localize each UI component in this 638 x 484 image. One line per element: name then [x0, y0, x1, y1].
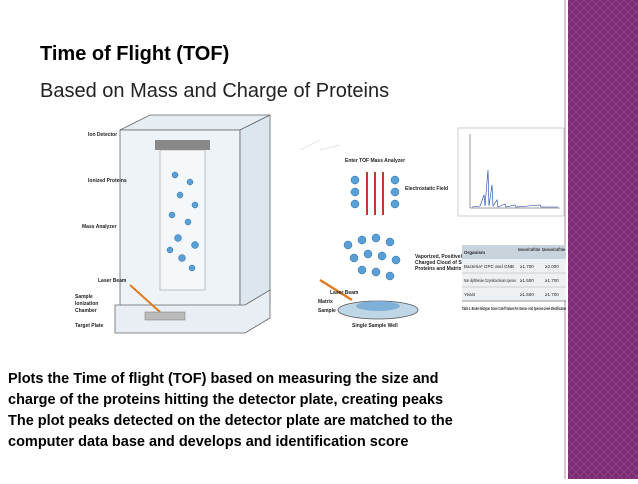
- table-caption: Table 1. Bruker Biotyper Score Cutoff Va…: [462, 306, 566, 311]
- body-line: charge of the proteins hitting the detec…: [8, 392, 443, 408]
- diagram-label: Laser Beam: [330, 290, 359, 296]
- body-line: computer data base and develops and iden…: [8, 434, 408, 450]
- diagram-label: Ion Detector: [88, 132, 117, 138]
- title: Time of Flight (TOF): [40, 43, 229, 65]
- table-cell: ≥1.500: [520, 278, 534, 283]
- diagram-label: Single Sample Well: [352, 323, 398, 329]
- table-header: Species-Level Cutoff Value: [542, 247, 565, 252]
- table-cell: ≥1.700: [545, 278, 559, 283]
- diagram-label: Sample: [75, 294, 93, 300]
- middle-diagram: Enter TOF Mass Analyzer Electrostatic Fi…: [299, 139, 476, 329]
- diagram-label: Enter TOF Mass Analyzer: [345, 158, 405, 164]
- body-text: Plots the Time of flight (TOF) based on …: [8, 371, 453, 450]
- table-header: Organism: [464, 250, 485, 255]
- table-cell: ≥1.500: [520, 292, 534, 297]
- diagram-label: Sample: [318, 308, 336, 314]
- table-cell: Non-diphtheriae Corynebacterium species: [464, 278, 516, 283]
- diagram-label: Chamber: [75, 308, 97, 314]
- body-line: The plot peaks detected on the detector …: [8, 413, 453, 429]
- diagram-label: Target Plate: [75, 323, 103, 329]
- diagram-label: Proteins and Matrix: [415, 266, 462, 272]
- table-cell: ≥2.000: [545, 264, 559, 269]
- score-table: Organism Genus-Level Cutoff Value Specie…: [462, 245, 566, 311]
- diagram-label: Laser Beam: [98, 278, 127, 284]
- table-cell: ≥1.700: [545, 292, 559, 297]
- diagram-label: Ionization: [75, 301, 98, 307]
- subtitle: Based on Mass and Charge of Proteins: [40, 80, 389, 102]
- table-cell: Yeast: [464, 292, 476, 297]
- side-band: [568, 0, 638, 479]
- diagram-label: Mass Analyzer: [82, 224, 117, 230]
- diagram-label: Matrix: [318, 299, 333, 305]
- table-cell: Bacteria* GPC and GNB: [464, 264, 514, 269]
- table-header: Genus-Level Cutoff Value: [518, 247, 540, 252]
- diagram-label: Ionized Proteins: [88, 178, 127, 184]
- spectrum-plot: [457, 127, 565, 217]
- diagram-label: Charged Cloud of Sample: [415, 260, 476, 266]
- body-line: Plots the Time of flight (TOF) based on …: [8, 371, 438, 387]
- diagram-label: Vaporized, Positively: [415, 254, 465, 260]
- left-diagram: Ion Detector Ionized Proteins Mass Analy…: [75, 114, 271, 334]
- table-cell: ≥1.700: [520, 264, 534, 269]
- diagram-label: Electrostatic Field: [405, 186, 448, 192]
